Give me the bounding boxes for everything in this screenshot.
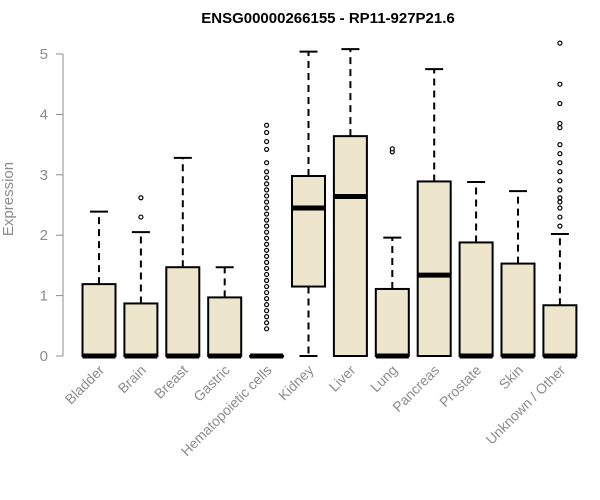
x-tick-label: Lung [367,362,400,395]
outlier-point [557,81,563,87]
outlier-point [264,326,270,332]
y-tick-label: 0 [40,348,48,365]
outlier-point [264,122,270,128]
outlier-point [264,259,270,265]
outlier-point [557,178,563,184]
y-tick-label: 4 [40,106,48,123]
outlier-point [264,277,270,284]
box-liver [332,48,368,357]
outlier-point [557,142,563,148]
outlier-point [264,138,270,145]
outlier-point [557,223,563,229]
outlier-point [557,100,563,107]
outlier-point [557,120,563,127]
outlier-point [557,151,563,157]
box-iqr [542,304,578,358]
outlier-point [264,199,270,205]
chart-title: ENSG00000266155 - RP11-927P21.6 [201,10,455,27]
box-iqr [332,135,368,357]
outlier-point [264,205,270,211]
x-tick-label: Kidney [275,362,317,404]
box-gastric [207,266,243,359]
outlier-point [264,187,270,193]
outlier-point [557,205,563,211]
box-iqr [207,296,243,357]
outlier-point [264,193,270,199]
outlier-point [264,211,270,217]
outlier-point [557,187,563,193]
y-tick-label: 1 [40,288,48,305]
box-iqr [165,266,201,358]
outlier-point [264,296,270,302]
x-tick-label: Brain [115,362,149,396]
box-iqr [291,175,326,288]
outlier-point [264,320,270,326]
outlier-point [264,175,270,181]
outlier-point [557,214,563,220]
outlier-point [264,247,270,253]
outlier-point [264,241,270,247]
outlier-point [264,223,270,229]
box-breast [165,156,201,359]
outlier-point [264,265,270,272]
outlier-point [557,125,563,131]
outlier-point [557,195,563,201]
x-tick-label: Liver [326,362,359,395]
outlier-point [264,271,270,278]
outlier-point [264,289,270,296]
outlier-point [264,302,270,308]
outlier-point [264,314,270,320]
x-tick-label: Unknown / Other [482,362,568,448]
outlier-point [264,235,270,241]
outlier-point [264,181,270,187]
x-tick-label: Prostate [436,362,484,410]
y-axis-label: Expression [0,162,17,236]
outlier-point [389,146,395,152]
box-iqr [416,180,452,357]
outlier-point [557,169,563,175]
box-brain [123,195,159,359]
box-bladder [81,210,117,359]
outlier-point [138,195,144,201]
outlier-point [264,146,270,153]
outlier-point [264,129,270,136]
outlier-point [264,253,270,259]
outlier-point [557,199,563,205]
outlier-point [264,160,270,166]
box-lung [374,146,410,359]
box-iqr [458,241,494,357]
box-iqr [500,262,536,358]
box-iqr [123,302,159,357]
y-tick-label: 2 [40,227,48,244]
outlier-point [264,217,270,223]
x-tick-label: Breast [151,362,191,402]
y-tick-label: 3 [40,167,48,184]
outlier-point [264,229,270,235]
box-kidney [291,50,326,357]
x-tick-label: Pancreas [389,362,442,415]
box-iqr [374,287,410,357]
outlier-point [557,40,563,46]
y-tick-label: 5 [40,46,48,63]
x-tick-label: Bladder [62,362,108,408]
x-tick-label: Skin [496,362,527,393]
outlier-point [264,308,270,314]
box-prostate [458,181,494,359]
boxes-group [81,40,578,359]
box-unknown-other [542,40,578,359]
box-skin [500,190,536,359]
outlier-point [264,283,270,290]
outlier-point [557,160,563,166]
box-hematopoietic-cells [249,122,285,359]
outlier-point [264,169,270,175]
box-iqr [81,283,117,357]
outlier-point [138,214,144,220]
box-pancreas [416,68,452,357]
y-axis: 0 1 2 3 4 5 [40,46,64,365]
